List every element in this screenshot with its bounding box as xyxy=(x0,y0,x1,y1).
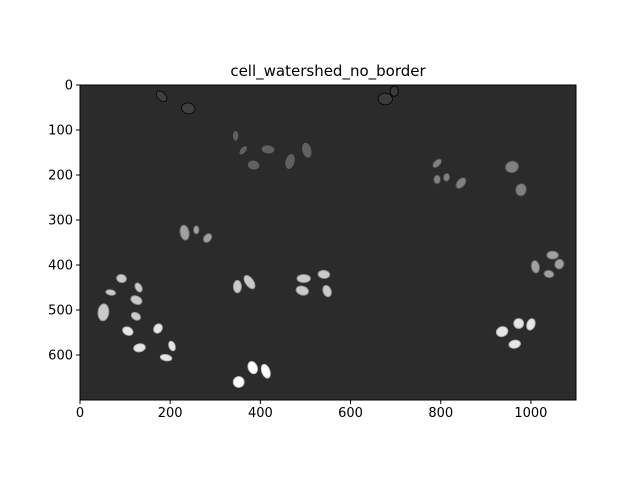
cell-region-31 xyxy=(243,274,256,290)
plot-frame xyxy=(79,84,577,401)
cell-region-29 xyxy=(130,311,142,321)
x-tick-label-1000: 1000 xyxy=(514,406,547,421)
chart-title: cell_watershed_no_border xyxy=(230,62,426,81)
segmented-cells xyxy=(97,85,565,388)
cell-region-20 xyxy=(546,250,559,260)
cell-region-26 xyxy=(134,282,143,293)
cell-region-5 xyxy=(231,129,240,142)
image-background xyxy=(80,85,576,400)
cell-region-44 xyxy=(508,339,521,349)
cell-region-8 xyxy=(260,144,276,155)
x-tick-label-200: 200 xyxy=(158,406,183,421)
cell-region-33 xyxy=(295,285,309,296)
cell-region-4 xyxy=(389,85,399,97)
cell-region-9 xyxy=(284,153,296,170)
x-tick-label-600: 600 xyxy=(338,406,363,421)
cell-region-16 xyxy=(515,183,527,197)
x-tick-label-800: 800 xyxy=(428,406,453,421)
x-tick-label-0: 0 xyxy=(76,406,84,421)
cell-region-3 xyxy=(377,92,393,106)
y-tick-label-600: 600 xyxy=(48,349,73,364)
cell-region-32 xyxy=(296,274,311,284)
cell-region-13 xyxy=(442,172,451,182)
y-tick-label-0: 0 xyxy=(65,79,73,94)
cell-region-14 xyxy=(455,177,467,190)
cell-region-39 xyxy=(168,340,176,352)
cell-region-6 xyxy=(238,145,248,156)
cell-region-40 xyxy=(159,353,173,362)
cell-region-21 xyxy=(554,258,565,270)
cell-region-45 xyxy=(247,361,258,375)
x-tick-label-400: 400 xyxy=(248,406,273,421)
cell-region-35 xyxy=(322,284,332,298)
cell-region-17 xyxy=(179,224,190,241)
cell-region-22 xyxy=(530,260,540,274)
cell-region-24 xyxy=(116,273,127,284)
cell-region-28 xyxy=(97,303,110,322)
y-tick-label-300: 300 xyxy=(48,214,73,229)
y-axis: 0 100 200 300 400 500 600 xyxy=(48,79,80,364)
cell-region-15 xyxy=(504,160,520,174)
x-axis: 0 200 400 600 800 1000 xyxy=(76,400,547,421)
y-tick-label-100: 100 xyxy=(48,124,73,139)
cell-region-10 xyxy=(301,141,313,159)
cell-region-18 xyxy=(193,225,200,235)
cell-region-30 xyxy=(232,279,242,294)
cell-region-34 xyxy=(317,269,331,279)
cell-region-46 xyxy=(260,363,271,379)
cell-region-27 xyxy=(130,295,143,305)
cell-region-47 xyxy=(232,376,245,388)
y-tick-label-500: 500 xyxy=(48,304,73,319)
y-tick-label-200: 200 xyxy=(48,169,73,184)
cell-region-38 xyxy=(133,343,146,353)
cell-region-43 xyxy=(526,318,536,331)
cell-region-42 xyxy=(513,318,525,329)
cell-region-12 xyxy=(433,174,441,185)
cell-region-36 xyxy=(153,323,163,334)
cell-region-23 xyxy=(543,269,555,279)
cell-region-25 xyxy=(105,289,117,296)
y-tick-label-400: 400 xyxy=(48,259,73,274)
cell-region-7 xyxy=(246,159,261,171)
cell-region-11 xyxy=(432,158,442,169)
cell-region-41 xyxy=(495,326,509,338)
cell-region-2 xyxy=(181,102,196,115)
cell-region-19 xyxy=(202,233,213,243)
cell-region-1 xyxy=(155,90,168,103)
cell-region-37 xyxy=(122,326,134,336)
